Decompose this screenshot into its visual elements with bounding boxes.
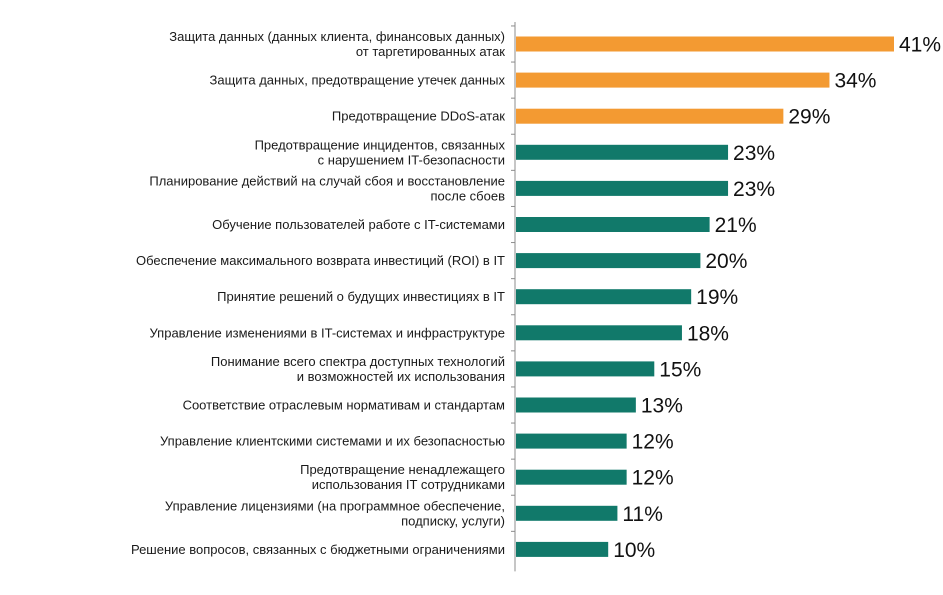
category-label-7: Обеспечение максимального возврата инвес… [136,253,505,268]
value-label-13: 12% [632,467,674,490]
category-label-12: Управление клиентскими системами и их бе… [160,434,505,449]
value-label-4: 23% [733,142,775,165]
category-label-11: Соответствие отраслевым нормативам и ста… [183,398,505,413]
bar-15 [516,541,609,557]
category-label-14: Управление лицензиями (на программное об… [165,498,505,528]
bar-6 [516,217,710,232]
bar-13 [516,469,627,485]
category-label-2: Защита данных, предотвращение утечек дан… [210,73,506,88]
value-label-7: 20% [705,250,747,273]
value-label-6: 21% [715,214,757,237]
bar-5 [516,180,729,196]
category-label-3: Предотвращение DDoS-атак [332,109,505,124]
bar-11 [516,397,636,413]
bar-4 [516,144,729,160]
value-label-12: 12% [632,431,674,454]
category-label-8: Принятие решений о будущих инвестициях в… [217,289,505,304]
bar-10 [516,361,655,377]
category-label-10: Понимание всего спектра доступных технол… [211,354,505,384]
category-label-1: Защита данных (данных клиента, финансовы… [169,29,505,59]
value-label-1: 41% [899,34,941,57]
category-label-4: Предотвращение инцидентов, связанных с на… [255,137,506,167]
category-label-5: Планирование действий на случай сбоя и в… [149,173,505,203]
category-label-6: Обучение пользователей работе с IT-систе… [212,217,505,232]
bar-3 [516,108,784,124]
value-label-9: 18% [687,322,729,345]
category-label-15: Решение вопросов, связанных с бюджетными… [131,542,505,557]
bar-9 [516,325,682,341]
bar-12 [516,433,627,449]
category-label-13: Предотвращение ненадлежащего использовани… [300,462,505,492]
bar-14 [516,505,618,521]
value-label-14: 11% [622,503,662,526]
value-label-10: 15% [659,358,701,381]
value-label-15: 10% [613,539,655,562]
bar-2 [516,72,830,88]
category-label-9: Управление изменениями в IT-системах и и… [150,325,506,340]
bar-7 [516,253,701,269]
value-label-11: 13% [641,395,683,418]
bar-1 [516,36,894,52]
value-label-2: 34% [834,70,876,93]
bar-8 [516,289,692,305]
value-label-8: 19% [696,286,738,309]
value-label-3: 29% [788,106,830,129]
value-label-5: 23% [733,178,775,201]
